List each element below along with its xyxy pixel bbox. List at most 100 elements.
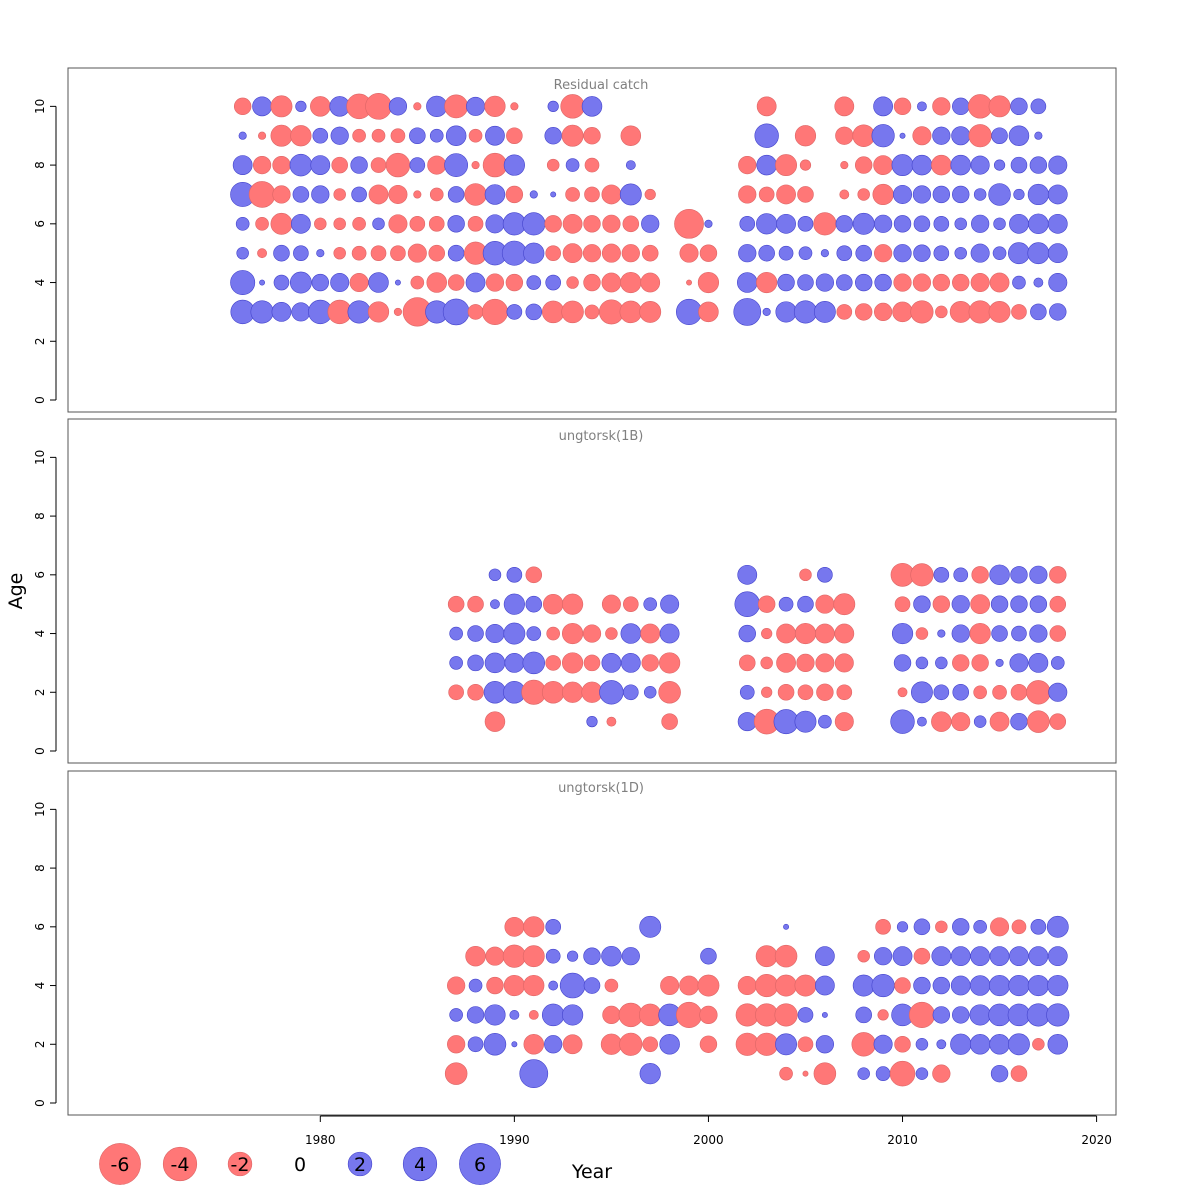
bubble-age-3-2018: [1050, 656, 1065, 670]
bubble-age-4-2005: [794, 974, 817, 997]
bubble-age-2-2013: [952, 684, 970, 701]
bubble-age-7-2014: [973, 188, 987, 201]
bubble-age-6-2013: [953, 567, 969, 583]
bubble-age-3-2009: [873, 302, 893, 322]
bubble-age-6-1990: [504, 916, 525, 937]
bubble-age-5-2008: [857, 949, 870, 963]
bubble-age-10-1988: [466, 96, 486, 116]
bubble-age-5-1999: [679, 243, 699, 263]
bubble-age-4-1981: [330, 273, 350, 293]
panel-title: Residual catch: [554, 78, 649, 93]
bubble-age-2-1988: [467, 1036, 484, 1053]
bubble-age-3-2013: [952, 1006, 970, 1024]
bubble-age-6-1985: [409, 216, 426, 232]
bubble-age-3-2011: [915, 656, 929, 670]
bubble-age-5-2017: [1028, 946, 1049, 967]
bubble-age-9-2003: [754, 123, 779, 148]
bubble-age-3-2015: [995, 658, 1004, 667]
bubble-age-5-1990: [503, 593, 525, 615]
bubble-age-1-2002: [737, 712, 757, 732]
bubble-age-8-1985: [409, 157, 426, 173]
bubble-age-4-1995: [604, 978, 619, 993]
bubble-age-3-1994: [583, 654, 601, 672]
bubble-age-1-2010: [889, 1060, 916, 1087]
bubble-age-8-1980: [310, 155, 331, 175]
bubble-age-5-1976: [236, 246, 249, 260]
bubble-age-4-1995: [605, 627, 618, 640]
bubble-age-3-2014: [969, 1004, 991, 1026]
bubble-age-3-2011: [910, 300, 934, 324]
bubble-age-4-2012: [932, 976, 951, 995]
bubble-age-2-2005: [797, 1036, 814, 1053]
bubble-age-10-1979: [295, 100, 307, 112]
bubble-age-5-1996: [622, 596, 639, 612]
bubble-age-6-2007: [835, 215, 853, 233]
bubble-age-7-2005: [797, 186, 814, 203]
bubble-age-2-1993: [562, 681, 584, 703]
bubble-age-8-1990: [503, 154, 525, 176]
bubble-age-4-2010: [893, 273, 912, 292]
bubble-age-3-1991: [528, 1010, 539, 1020]
bubble-age-8-1977: [252, 155, 272, 175]
bubble-age-4-2018: [1049, 625, 1067, 642]
bubble-age-9-1992: [544, 127, 562, 145]
bubble-age-7-1994: [584, 186, 600, 203]
bubble-age-4-1988: [468, 978, 483, 993]
bubble-age-3-2018: [1049, 303, 1067, 321]
bubble-age-1-1997: [639, 1063, 661, 1085]
bubble-age-7-1985: [413, 190, 422, 199]
bubble-age-5-1993: [562, 593, 584, 615]
bubble-age-8-1976: [232, 155, 253, 175]
x-tick-label: 2000: [693, 1133, 724, 1147]
bubble-age-3-2004: [776, 653, 796, 673]
bubble-age-8-1988: [471, 161, 480, 170]
bubble-age-6-2016: [1010, 566, 1028, 584]
bubble-age-9-1981: [330, 126, 349, 145]
bubble-age-1-2005: [794, 710, 817, 733]
bubble-age-6-1979: [291, 213, 311, 234]
bubble-age-3-1978: [271, 302, 292, 322]
bubble-age-7-2009: [872, 183, 894, 206]
bubble-age-6-2012: [933, 216, 950, 232]
bubble-age-4-1989: [485, 273, 505, 292]
bubble-age-5-1991: [523, 242, 545, 264]
bubble-age-7-1987: [447, 186, 465, 203]
bubble-age-10-2015: [988, 95, 1011, 118]
bubble-age-2-2015: [989, 1034, 1010, 1055]
bubble-age-3-2014: [968, 300, 992, 324]
bubble-age-5-1995: [601, 945, 622, 967]
bubble-age-6-1999: [674, 208, 704, 239]
bubble-age-10-1977: [252, 96, 272, 117]
bubble-age-4-1987: [447, 976, 466, 995]
bubble-age-4-2006: [815, 623, 835, 644]
bubble-age-10-1992: [547, 100, 559, 112]
bubble-age-4-1994: [583, 977, 601, 994]
bubble-age-3-2006: [815, 653, 835, 673]
bubble-age-9-1987: [445, 125, 467, 146]
bubble-age-4-1987: [447, 274, 465, 291]
bubble-age-4-1989: [485, 624, 505, 644]
bubble-age-6-2012: [935, 920, 948, 934]
bubble-age-3-1979: [291, 302, 311, 322]
bubble-age-6-2016: [1009, 213, 1029, 234]
bubble-age-3-1999: [675, 298, 703, 325]
bubble-age-4-1990: [503, 974, 525, 997]
bubble-age-5-2016: [1009, 946, 1029, 967]
bubble-age-2-1996: [622, 684, 639, 701]
bubble-age-3-2015: [988, 300, 1011, 323]
bubble-age-7-2007: [839, 189, 850, 200]
bubble-age-4-2014: [969, 622, 991, 645]
panel-frame: [67, 418, 1117, 764]
bubble-age-9-1982: [352, 128, 366, 143]
bubble-age-3-1988: [467, 304, 484, 320]
bubble-age-1-2007: [834, 712, 854, 732]
bubble-age-5-1988: [467, 595, 484, 613]
y-tick-label: 2: [33, 337, 47, 345]
bubble-age-9-2016: [1008, 125, 1030, 146]
bubble-age-5-1990: [501, 240, 527, 266]
bubble-age-1-2013: [951, 712, 971, 732]
bubble-age-5-1982: [351, 245, 367, 261]
bubble-age-9-1989: [485, 125, 505, 146]
bubble-age-2-1997: [643, 686, 657, 699]
bubble-age-6-2018: [1047, 213, 1068, 234]
